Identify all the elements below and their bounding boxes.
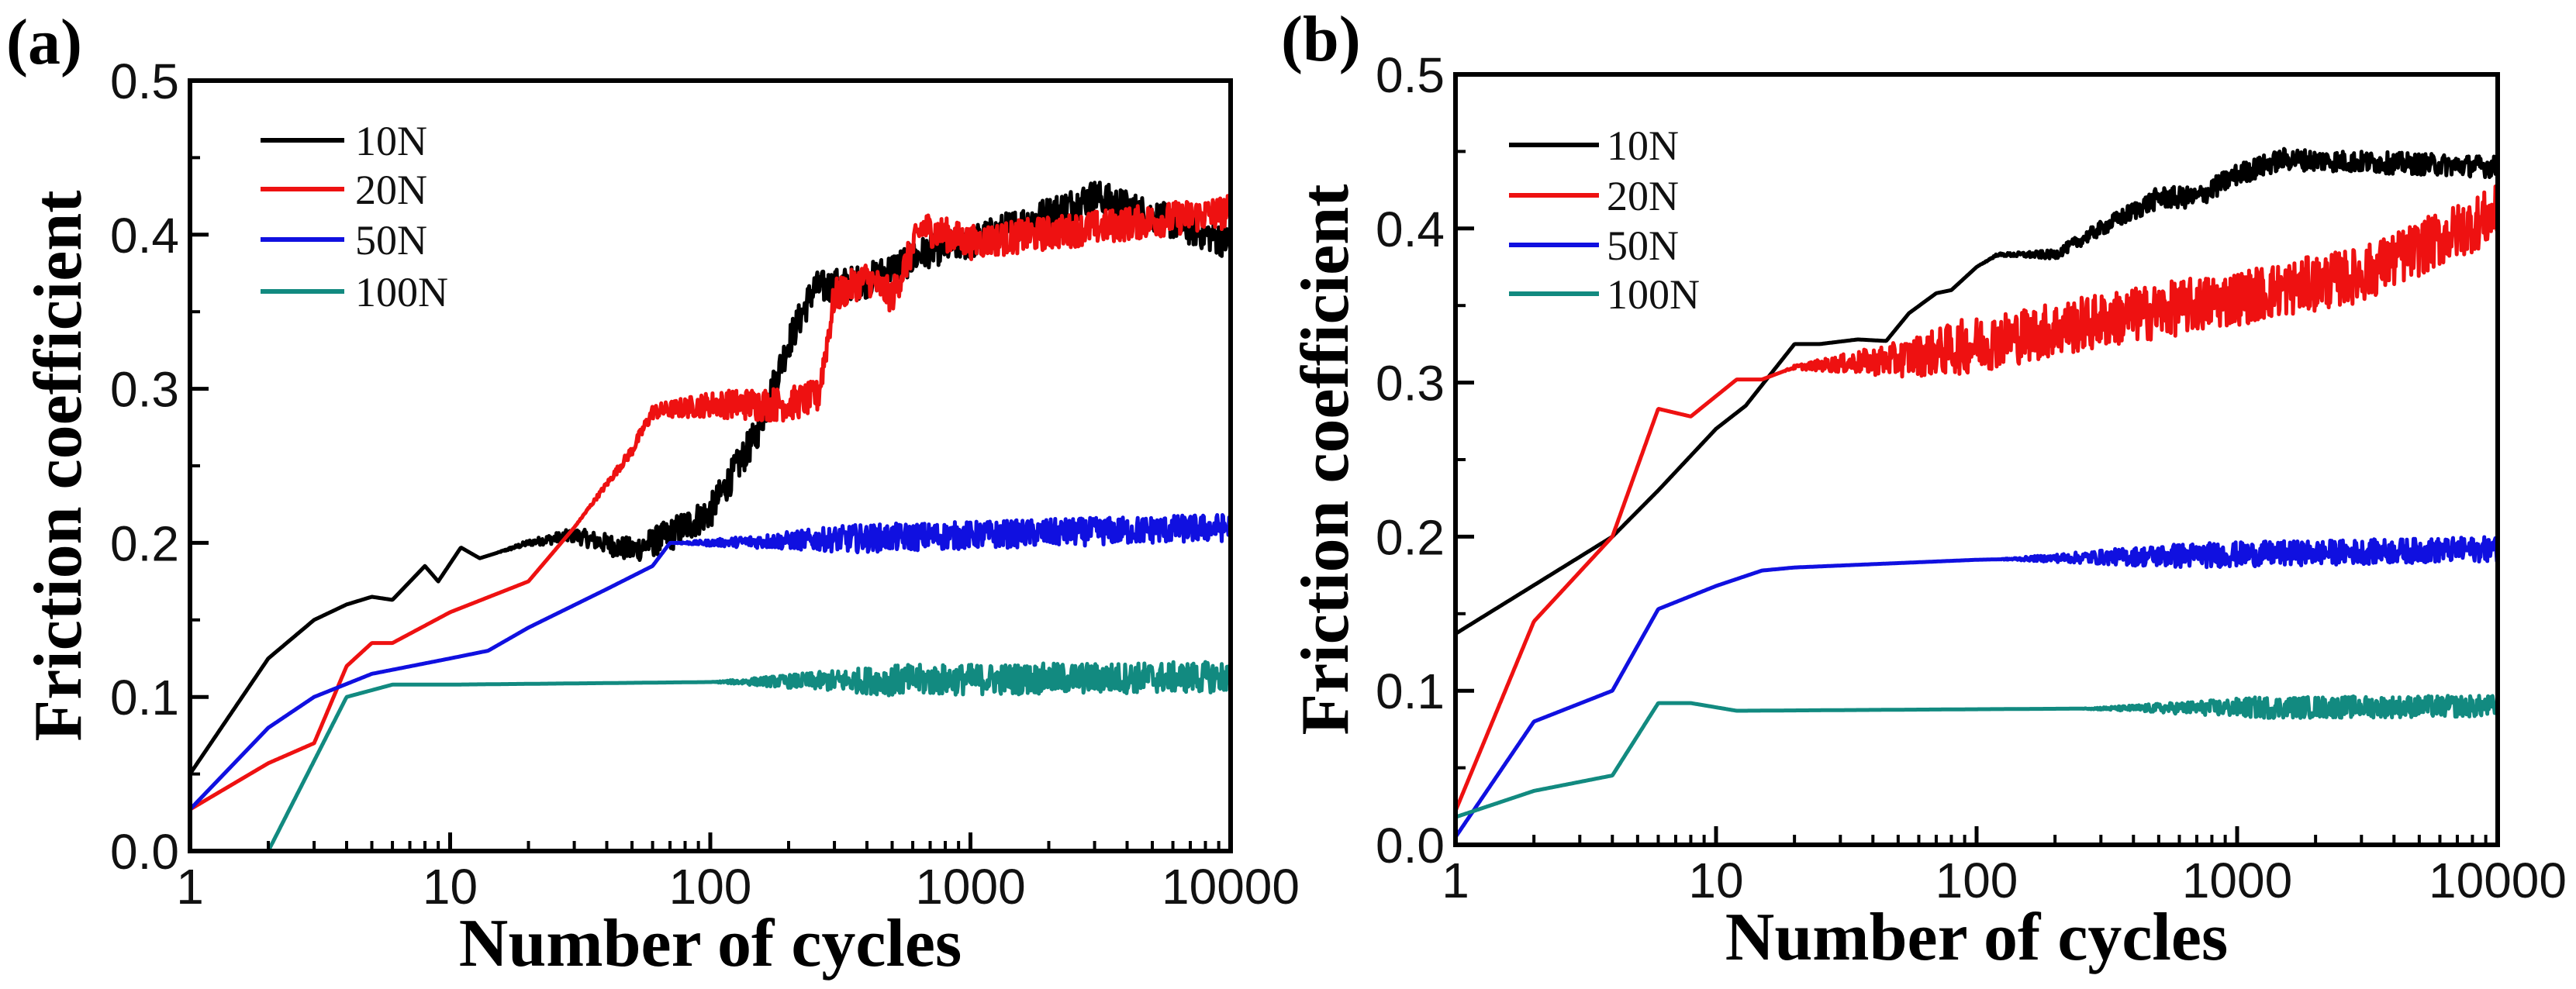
y-tick-label: 0.5	[110, 53, 179, 109]
legend-label: 100N	[355, 269, 448, 315]
legend-label: 50N	[1607, 222, 1679, 269]
x-tick-label: 10	[1688, 853, 1743, 908]
x-tick-label: 1	[1442, 853, 1469, 908]
legend-label: 10N	[1607, 122, 1679, 169]
x-tick-label: 1000	[2182, 853, 2292, 908]
y-tick-label: 0.4	[1376, 202, 1445, 257]
y-tick-label: 0.1	[1376, 663, 1445, 719]
series-line-10N	[1455, 146, 2498, 636]
y-tick-label: 0.2	[1376, 509, 1445, 565]
x-axis-title: Number of cycles	[459, 906, 962, 981]
legend-label: 100N	[1607, 271, 1700, 318]
series-line-20N	[1455, 184, 2498, 812]
y-tick-label: 0.5	[1376, 47, 1445, 103]
plot-frame	[188, 78, 1233, 853]
series-group	[1455, 146, 2498, 839]
y-axis-title: Friction coefficient	[21, 190, 96, 741]
series-line-10N	[190, 181, 1231, 776]
x-axis-title: Number of cycles	[1725, 900, 2228, 975]
legend-label: 50N	[355, 217, 427, 264]
x-tick-label: 10000	[2429, 853, 2567, 908]
y-axis-title: Friction coefficient	[1288, 184, 1363, 735]
series-line-100N	[190, 660, 1231, 851]
x-tick-label: 10	[423, 859, 478, 915]
y-tick-label: 0.3	[110, 362, 179, 418]
chart-panel-0: (a) 1 10 100 1000 10000 0.0 0.1 0.2 0.3 0.4 0.5 Numb…	[6, 6, 1300, 981]
y-tick-label: 0.4	[110, 208, 179, 264]
series-line-50N	[1455, 535, 2498, 839]
series-line-100N	[1455, 694, 2498, 819]
y-tick-label: 0.1	[110, 670, 179, 725]
series-line-50N	[190, 513, 1231, 812]
y-tick-label: 0.0	[1376, 818, 1445, 874]
x-tick-label: 100	[669, 859, 752, 915]
x-tick-label: 1000	[915, 859, 1025, 915]
y-tick-label: 0.2	[110, 515, 179, 571]
series-line-20N	[190, 194, 1231, 812]
chart-panel-1: (b) 1 10 100 1000 10000 0.0 0.1 0.2 0.3 0.4 0.5 Numb…	[1281, 3, 2567, 975]
legend-label: 20N	[355, 167, 427, 213]
y-tick-label: 0.0	[110, 824, 179, 880]
legend-label: 20N	[1607, 173, 1679, 219]
panel-label: (a)	[6, 6, 82, 78]
panel-label: (b)	[1281, 3, 1361, 75]
x-tick-label: 1	[176, 859, 204, 915]
x-tick-label: 10000	[1162, 859, 1300, 915]
x-tick-label: 100	[1935, 853, 2018, 908]
series-group	[190, 181, 1231, 851]
legend-label: 10N	[355, 118, 427, 164]
y-tick-label: 0.3	[1376, 356, 1445, 412]
